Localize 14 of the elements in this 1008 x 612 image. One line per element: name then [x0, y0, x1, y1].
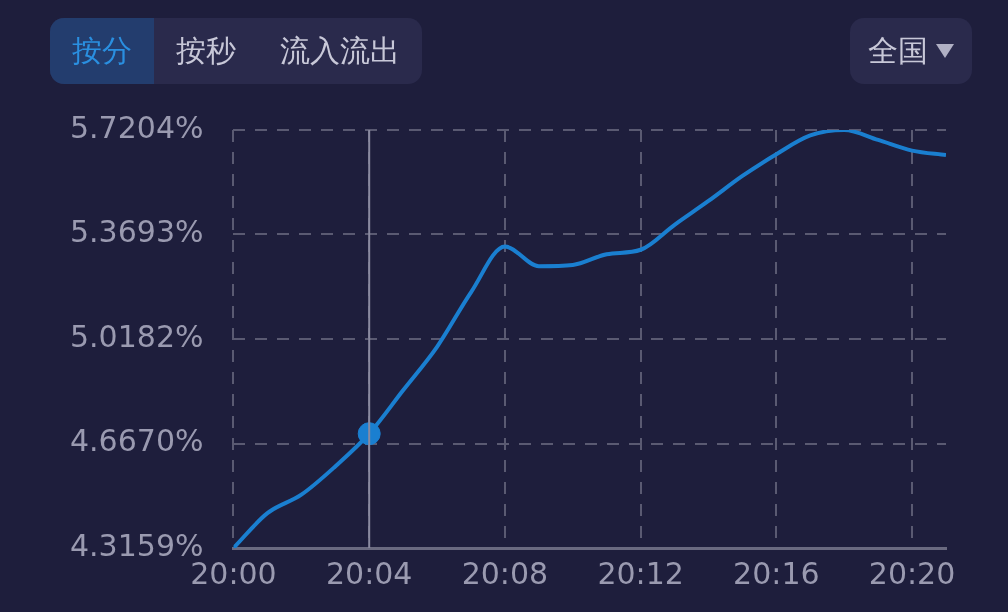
line-series: [233, 130, 946, 548]
x-tick-label: 20:20: [868, 555, 956, 591]
y-tick-label: 4.6670%: [69, 423, 204, 459]
text: 全国: [868, 31, 928, 70]
x-tick-label: 20:16: [733, 555, 820, 591]
y-tick-label: 5.3693%: [69, 214, 204, 250]
x-tick-label: 20:12: [597, 555, 684, 591]
y-tick-label: 5.0182%: [69, 318, 204, 354]
x-tick-label: 20:04: [325, 555, 413, 591]
x-tick-label: 20:08: [461, 555, 549, 591]
y-tick-label: 5.7204%: [69, 109, 204, 145]
text: 按秒: [175, 31, 237, 70]
text: 按分: [50, 18, 154, 84]
text: 流入流出: [279, 31, 401, 70]
